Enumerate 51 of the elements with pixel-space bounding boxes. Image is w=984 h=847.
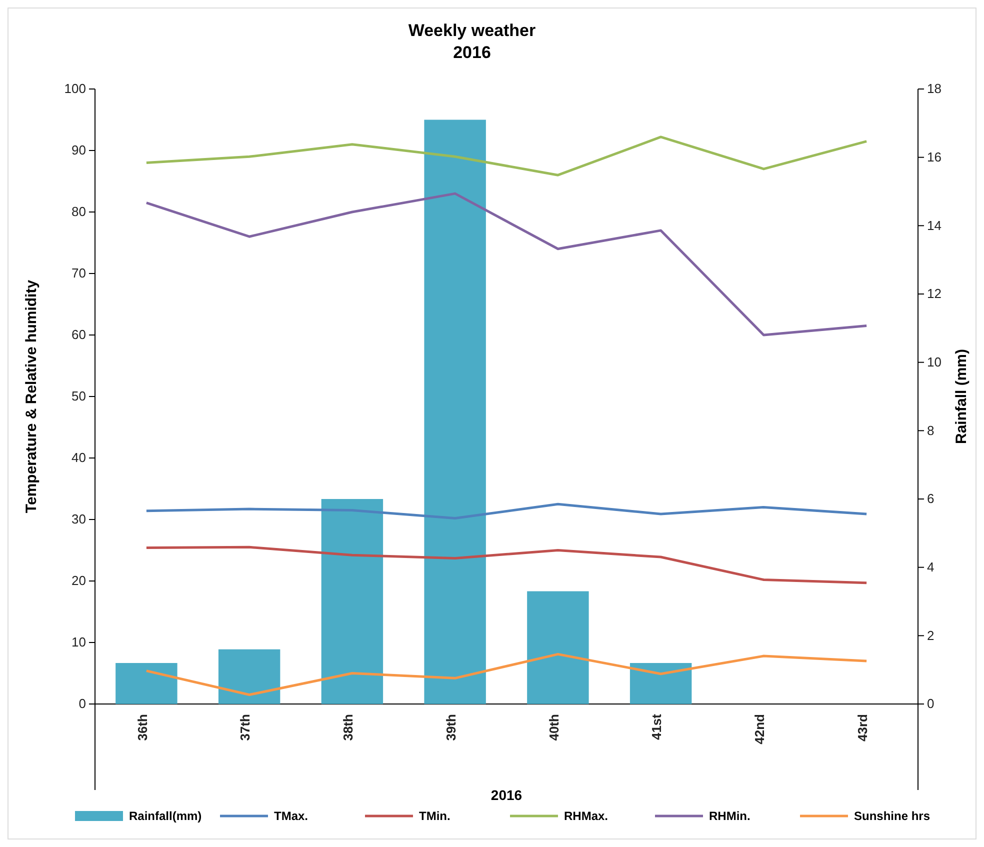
legend-label: RHMax.: [564, 809, 608, 823]
y2-tick-label: 6: [927, 491, 934, 506]
y-tick-label: 70: [72, 266, 86, 281]
x-tick-label: 38th: [340, 714, 356, 741]
y-axis-title: Temperature & Relative humidity: [23, 279, 40, 514]
chart-title: Weekly weather: [408, 21, 536, 40]
y-tick-label: 40: [72, 450, 86, 466]
y2-tick-label: 18: [927, 81, 942, 96]
legend-label: TMin.: [419, 809, 450, 823]
y-tick-label: 80: [72, 204, 86, 220]
bar: [218, 649, 280, 704]
x-tick-label: 36th: [134, 714, 150, 741]
x-tick-label: 40th: [546, 714, 562, 741]
y2-tick-label: 0: [927, 696, 934, 712]
line-series: [145, 546, 868, 584]
line-series: [145, 502, 868, 520]
legend-label: Sunshine hrs: [854, 809, 930, 823]
x-tick-label: 39th: [443, 714, 458, 741]
x-tick-label: 41st: [649, 713, 664, 740]
bar: [321, 499, 384, 704]
chart-subtitle: 2016: [453, 43, 491, 62]
y2-tick-label: 10: [927, 354, 942, 370]
y-tick-label: 90: [72, 142, 86, 158]
y-tick-label: 0: [78, 696, 86, 712]
x-axis-title: 2016: [490, 787, 522, 803]
y2-tick-label: 12: [927, 286, 942, 302]
bar: [630, 663, 692, 704]
y2-tick-label: 16: [927, 149, 942, 164]
y2-tick-label: 4: [927, 559, 934, 574]
legend-label: TMax.: [274, 809, 308, 823]
y2-tick-label: 14: [927, 218, 942, 233]
bar: [527, 591, 589, 704]
y2-tick-label: 2: [927, 628, 934, 643]
y-tick-label: 60: [72, 327, 86, 342]
x-tick-label: 37th: [238, 714, 253, 741]
legend-label: Rainfall(mm): [129, 809, 202, 823]
line-series: [145, 136, 868, 176]
line-series: [145, 652, 868, 696]
y2-tick-label: 8: [927, 422, 934, 438]
y-tick-label: 10: [72, 634, 86, 650]
y-tick-label: 20: [72, 573, 86, 588]
y2-axis-title: Rainfall (mm): [953, 348, 970, 444]
y-tick-label: 100: [64, 81, 86, 96]
bar: [424, 120, 486, 704]
bar: [116, 663, 178, 704]
y-tick-label: 50: [72, 388, 86, 404]
line-series: [145, 192, 868, 336]
x-tick-label: 43rd: [854, 714, 870, 742]
y-tick-label: 30: [72, 512, 86, 527]
legend-label: RHMin.: [709, 809, 750, 823]
x-tick-label: 42nd: [752, 714, 768, 744]
